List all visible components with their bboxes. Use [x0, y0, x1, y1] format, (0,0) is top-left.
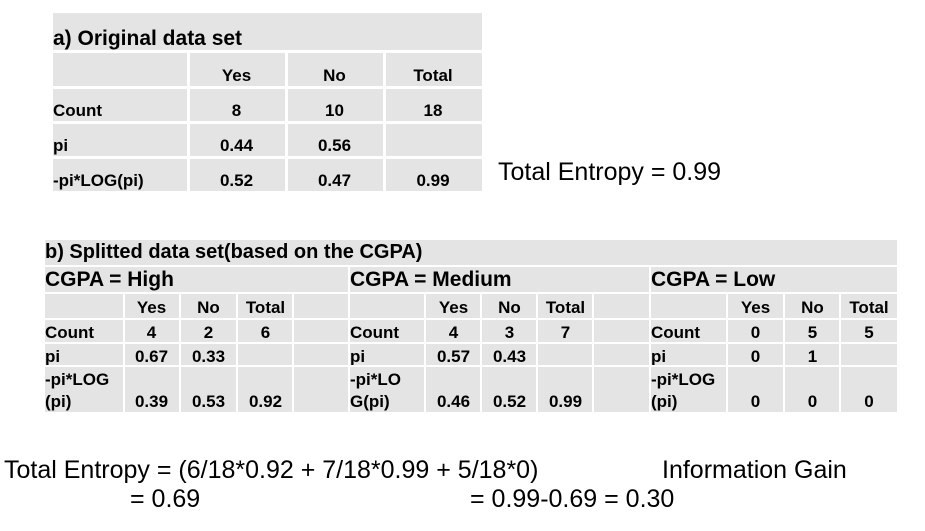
entropy-no: 0.47: [317, 171, 352, 190]
information-gain-value: = 0.99-0.69 = 0.30: [470, 485, 675, 513]
grid-line: [726, 294, 728, 412]
entropy-total: 0.99: [416, 171, 450, 190]
grid-line: [53, 86, 482, 89]
medium-row-pi-label: pi: [350, 347, 366, 366]
grid-line: [348, 265, 350, 412]
original-table-title: a) Original data set: [53, 27, 243, 50]
information-gain-label: Information Gain: [662, 456, 847, 484]
pi-yes: 0.44: [219, 136, 254, 155]
medium-entropy-total: 0.99: [548, 392, 583, 411]
total-entropy-label: Total Entropy = 0.99: [498, 158, 722, 186]
original-table-grid: Yes No Total Count 8 10 18 pi 0.44 0.56 …: [53, 50, 482, 191]
block-title-medium: CGPA = Medium: [350, 268, 512, 291]
grid-line: [53, 121, 482, 124]
split-table-title: b) Splitted data set(based on the CGPA): [45, 241, 423, 263]
medium-count-total: 7: [560, 323, 571, 342]
high-row-pi-label: pi: [45, 347, 61, 366]
low-entropy-no: 0: [807, 392, 818, 411]
entropy-yes: 0.52: [219, 171, 254, 190]
low-count-yes: 0: [750, 323, 761, 342]
low-count-total: 5: [864, 323, 874, 342]
low-entropy-yes: 0: [750, 392, 761, 411]
grid-line: [45, 292, 897, 294]
high-header-yes: Yes: [136, 298, 167, 317]
grid-line: [839, 294, 841, 412]
medium-row-entropy-label: -pi*LO G(pi): [350, 370, 401, 411]
grid-line: [45, 342, 897, 344]
grid-line: [236, 294, 238, 412]
grid-line: [179, 294, 181, 412]
row-label-count: Count: [53, 101, 103, 120]
count-total: 18: [423, 101, 443, 120]
high-entropy-no: 0.53: [191, 392, 226, 411]
high-entropy-yes: 0.39: [134, 392, 169, 411]
header-total: Total: [413, 66, 453, 85]
medium-pi-yes: 0.57: [436, 347, 471, 366]
medium-header-yes: Yes: [438, 298, 469, 317]
low-row-entropy-label: -pi*LOG (pi): [651, 370, 716, 411]
split-data-table: b) Splitted data set(based on the CGPA) …: [45, 240, 897, 412]
original-data-table: a) Original data set Yes No Total Count …: [53, 13, 482, 191]
grid-line: [53, 50, 482, 53]
grid-line: [424, 294, 426, 412]
grid-line: [292, 294, 294, 412]
row-label-pi: pi: [53, 136, 69, 155]
medium-count-no: 3: [504, 323, 515, 342]
high-header-no: No: [197, 298, 220, 317]
count-no: 10: [325, 101, 344, 120]
medium-entropy-no: 0.52: [492, 392, 527, 411]
low-row-pi-label: pi: [651, 347, 667, 366]
medium-header-no: No: [498, 298, 521, 317]
entropy-formula-line1: Total Entropy = (6/18*0.92 + 7/18*0.99 +…: [4, 456, 539, 484]
header-no: No: [323, 66, 346, 85]
grid-line: [592, 294, 594, 412]
high-pi-no: 0.33: [191, 347, 226, 366]
low-pi-no: 1: [807, 347, 818, 366]
row-label-entropy: -pi*LOG(pi): [53, 171, 144, 190]
high-count-no: 2: [203, 323, 214, 342]
grid-line: [649, 265, 651, 412]
high-header-total: Total: [245, 298, 286, 317]
medium-header-total: Total: [545, 298, 586, 317]
grid-line: [123, 294, 125, 412]
low-count-no: 5: [807, 323, 818, 342]
high-row-entropy-label: -pi*LOG (pi): [45, 370, 110, 411]
medium-entropy-yes: 0.46: [436, 392, 471, 411]
low-row-count-label: Count: [651, 323, 701, 342]
high-pi-yes: 0.67: [134, 347, 169, 366]
count-yes: 8: [231, 101, 242, 120]
grid-line: [536, 294, 538, 412]
medium-pi-no: 0.43: [492, 347, 527, 366]
header-yes: Yes: [221, 66, 252, 85]
medium-row-count-label: Count: [350, 323, 400, 342]
grid-line: [45, 318, 897, 320]
low-header-total: Total: [849, 298, 889, 317]
high-count-yes: 4: [146, 323, 157, 342]
block-title-high: CGPA = High: [45, 268, 174, 291]
grid-line: [45, 265, 897, 267]
pi-no: 0.56: [317, 136, 352, 155]
grid-line: [480, 294, 482, 412]
low-header-yes: Yes: [740, 298, 771, 317]
block-title-low: CGPA = Low: [651, 268, 776, 291]
low-pi-yes: 0: [750, 347, 761, 366]
grid-line: [53, 156, 482, 159]
grid-line: [783, 294, 785, 412]
low-header-no: No: [801, 298, 824, 317]
high-entropy-total: 0.92: [248, 392, 283, 411]
low-entropy-total: 0: [864, 392, 874, 411]
entropy-formula-line2: = 0.69: [130, 485, 201, 513]
high-row-count-label: Count: [45, 323, 95, 342]
high-count-total: 6: [260, 323, 271, 342]
medium-count-yes: 4: [448, 323, 459, 342]
grid-line: [45, 365, 897, 367]
